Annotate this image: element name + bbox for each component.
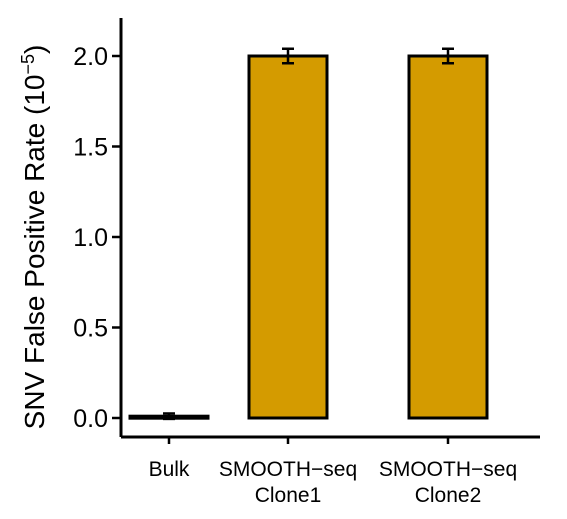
x-tick-label: Clone2 [415, 484, 482, 507]
y-tick-label: 2.0 [73, 43, 108, 71]
bar [407, 54, 489, 420]
y-tick-label: 1.5 [73, 134, 108, 162]
plot-area: 0.0 0.5 1.0 1.5 2.0 Bulk SMOOTH−seq Clone1 SMOOT… [73, 18, 540, 507]
y-axis-label-close: ) [19, 45, 50, 54]
y-tick-label: 0.5 [73, 315, 108, 343]
x-tick-label: SMOOTH−seq [219, 458, 357, 481]
y-axis-label: SNV False Positive Rate (10−5) [18, 45, 50, 430]
y-axis-label-exponent: −5 [18, 54, 38, 75]
x-tick-label: Clone1 [255, 484, 322, 507]
y-axis-label-main: SNV False Positive Rate (10 [19, 75, 50, 430]
bar [247, 54, 329, 420]
y-tick-label: 0.0 [73, 405, 108, 433]
x-tick-label: SMOOTH−seq [379, 458, 517, 481]
x-tick-label: Bulk [149, 458, 190, 481]
y-tick-label: 1.0 [73, 224, 108, 252]
